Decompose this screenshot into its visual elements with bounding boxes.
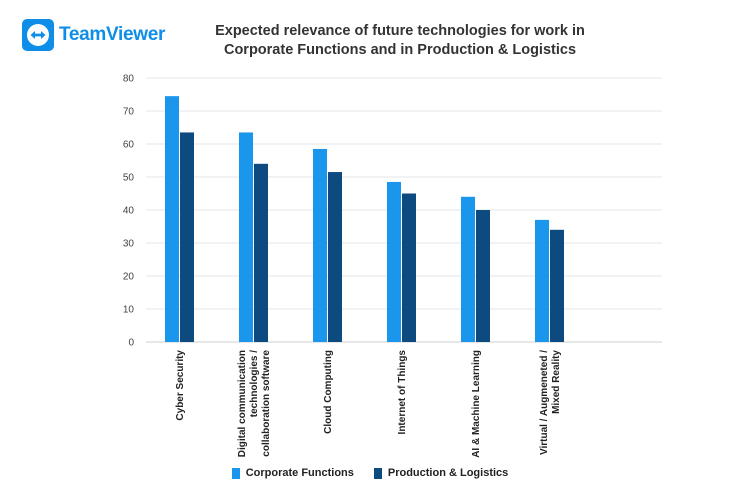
x-category-label-line: Mixed Reality — [551, 350, 562, 414]
y-tick-label-60: 60 — [123, 140, 135, 151]
bar-production-logistics-cloud-computing — [328, 172, 342, 342]
x-category-label-line: Cyber Security — [175, 350, 186, 421]
legend-swatch-corporate-functions — [231, 467, 240, 479]
y-tick-label-40: 40 — [123, 206, 135, 217]
x-category-label-digital-communication-technologies-collaboration-software: Digital communicationtechnologies /colla… — [237, 350, 272, 458]
bar-corporate-functions-internet-of-things — [387, 181, 401, 342]
y-tick-label-70: 70 — [123, 107, 135, 118]
teamviewer-logo-icon — [22, 19, 54, 51]
y-tick-label-0: 0 — [128, 338, 134, 349]
x-category-label-line: technologies / — [249, 350, 260, 417]
bar-corporate-functions-cloud-computing — [313, 148, 327, 342]
bar-corporate-functions-virtual-augmeneted-mixed-reality — [535, 219, 549, 342]
chart-title-line-1: Expected relevance of future technologie… — [215, 23, 585, 39]
bar-production-logistics-digital-communication-technologies-collaboration-software — [254, 163, 268, 342]
y-tick-label-50: 50 — [123, 173, 135, 184]
x-category-label-cyber-security: Cyber Security — [175, 350, 186, 421]
bar-corporate-functions-ai-machine-learning — [461, 196, 475, 342]
x-category-label-line: Internet of Things — [397, 350, 408, 435]
y-tick-label-20: 20 — [123, 272, 135, 283]
teamviewer-logo: TeamViewer — [22, 19, 165, 51]
x-category-label-line: AI & Machine Learning — [471, 350, 482, 458]
x-category-label-virtual-augmeneted-mixed-reality: Virtual / Augmeneted /Mixed Reality — [539, 350, 562, 455]
x-category-label-cloud-computing: Cloud Computing — [323, 350, 334, 434]
y-tick-label-30: 30 — [123, 239, 135, 250]
bar-production-logistics-ai-machine-learning — [476, 210, 490, 342]
chart-title: Expected relevance of future technologie… — [190, 22, 610, 60]
bar-production-logistics-internet-of-things — [402, 193, 416, 342]
legend-item-production-logistics: Production & Logistics — [373, 467, 509, 479]
x-category-label-line: collaboration software — [261, 350, 272, 457]
bar-corporate-functions-digital-communication-technologies-collaboration-software — [239, 132, 253, 342]
x-category-label-ai-machine-learning: AI & Machine Learning — [471, 350, 482, 458]
legend-swatch-production-logistics — [373, 467, 382, 479]
legend-label-production-logistics: Production & Logistics — [387, 467, 509, 479]
legend-item-corporate-functions: Corporate Functions — [231, 467, 354, 479]
x-category-label-line: Cloud Computing — [323, 350, 334, 434]
chart-legend: Corporate Functions Production & Logisti… — [0, 467, 740, 479]
bar-production-logistics-virtual-augmeneted-mixed-reality — [550, 229, 564, 342]
x-category-label-internet-of-things: Internet of Things — [397, 350, 408, 435]
teamviewer-logo-text: TeamViewer — [59, 24, 166, 45]
bar-production-logistics-cyber-security — [180, 132, 194, 342]
y-tick-label-80: 80 — [123, 74, 135, 85]
x-category-label-line: Virtual / Augmeneted / — [539, 350, 550, 455]
legend-label-corporate-functions: Corporate Functions — [245, 467, 354, 479]
x-category-label-line: Digital communication — [237, 350, 248, 457]
chart-title-line-2: Corporate Functions and in Production & … — [223, 42, 577, 58]
bar-corporate-functions-cyber-security — [165, 96, 179, 343]
y-tick-label-10: 10 — [123, 305, 135, 316]
